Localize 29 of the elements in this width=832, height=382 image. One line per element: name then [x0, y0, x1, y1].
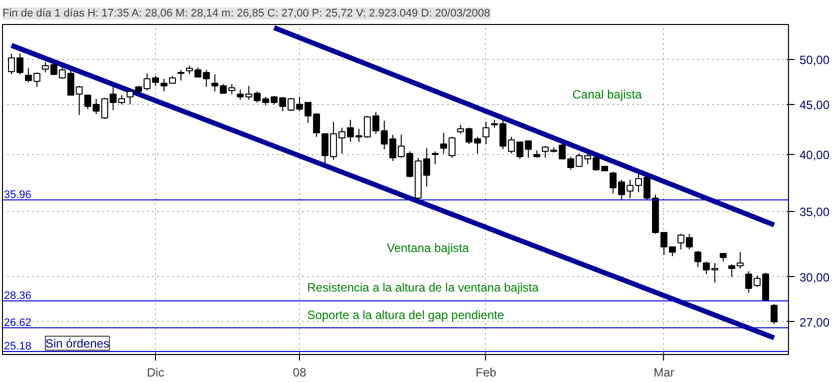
y-tick-label: 35,00	[800, 204, 830, 219]
y-tick-label: 50,00	[800, 53, 830, 68]
y-tick-label: 30,00	[800, 270, 830, 284]
annotation: Sin órdenes	[45, 336, 110, 350]
candlestick	[432, 150, 439, 165]
candlestick	[482, 121, 490, 145]
y-tick-label: 45,00	[800, 98, 830, 112]
candlestick	[84, 94, 92, 110]
ref-line-label: 25.18	[4, 340, 32, 352]
candlestick	[236, 89, 244, 100]
annotation: Canal bajista	[572, 88, 642, 102]
candlestick	[736, 252, 744, 270]
x-tick-label: Mar	[654, 366, 674, 380]
y-tick-label: 40,00	[800, 148, 830, 162]
x-tick-label: Dic	[146, 366, 164, 380]
annotation: Ventana bajista	[386, 240, 470, 255]
ref-line-label: 28.36	[4, 290, 32, 302]
candlestick	[694, 250, 702, 268]
chart-title: Fin de día 1 días H: 17:35 A: 28,06 M: 28,14 m: 26,85 C: 27,00 P: 25,72 V: 2.923.049 D: 20/03/2008	[2, 8, 490, 20]
candlestick	[728, 264, 736, 278]
annotation: Resistencia a la altura de la ventana bajista	[307, 280, 540, 294]
candlestick	[177, 69, 184, 82]
ref-line-label: 26.62	[4, 316, 32, 329]
candlestick	[770, 304, 778, 325]
x-tick-label: Feb	[476, 366, 497, 380]
y-tick-label: 27,00	[800, 315, 830, 330]
x-tick-label: 08	[292, 366, 307, 380]
annotation: Soporte a la altura del gap pendiente	[307, 308, 504, 322]
ref-line-label: 35.96	[4, 188, 32, 201]
